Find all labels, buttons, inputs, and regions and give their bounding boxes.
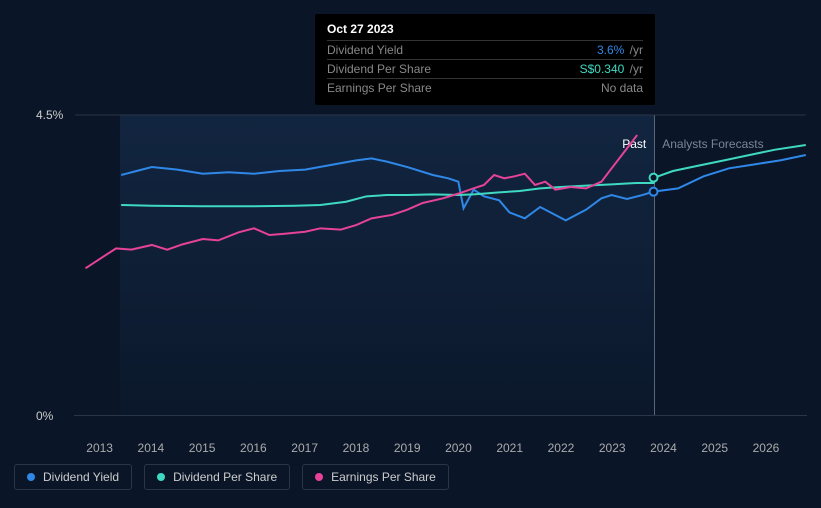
x-axis-tick-label: 2018 bbox=[343, 441, 370, 455]
tooltip-row-label: Dividend Yield bbox=[327, 43, 403, 57]
legend-dot-icon bbox=[315, 473, 323, 481]
tooltip-row-value: S$0.340 bbox=[580, 62, 625, 76]
chart-container: 4.5% 0% Past Analysts Forecasts 20132014… bbox=[14, 105, 807, 446]
chart-svg bbox=[74, 115, 807, 415]
legend: Dividend Yield Dividend Per Share Earnings… bbox=[14, 464, 449, 490]
x-axis-tick-label: 2025 bbox=[701, 441, 728, 455]
legend-item[interactable]: Earnings Per Share bbox=[302, 464, 449, 490]
series-marker bbox=[650, 174, 658, 182]
tooltip-row: Dividend Yield 3.6% /yr bbox=[327, 40, 643, 59]
x-axis-tick-label: 2014 bbox=[138, 441, 165, 455]
legend-item[interactable]: Dividend Yield bbox=[14, 464, 132, 490]
tooltip-row-unit: /yr bbox=[626, 43, 643, 57]
x-axis-tick-label: 2017 bbox=[291, 441, 318, 455]
tooltip-row-value: 3.6% bbox=[597, 43, 624, 57]
y-axis-max-label: 4.5% bbox=[36, 108, 63, 122]
x-axis-tick-label: 2013 bbox=[86, 441, 113, 455]
x-axis-tick-label: 2015 bbox=[189, 441, 216, 455]
legend-dot-icon bbox=[157, 473, 165, 481]
series-line bbox=[85, 135, 637, 268]
legend-item[interactable]: Dividend Per Share bbox=[144, 464, 290, 490]
x-axis-tick-label: 2020 bbox=[445, 441, 472, 455]
x-axis-tick-label: 2023 bbox=[599, 441, 626, 455]
tooltip-row-value: No data bbox=[601, 81, 643, 95]
x-axis-tick-label: 2019 bbox=[394, 441, 421, 455]
y-axis-min-label: 0% bbox=[36, 409, 53, 423]
x-axis-tick-label: 2024 bbox=[650, 441, 677, 455]
legend-label: Earnings Per Share bbox=[331, 470, 436, 484]
tooltip-row: Dividend Per Share S$0.340 /yr bbox=[327, 59, 643, 78]
tooltip-row: Earnings Per Share No data bbox=[327, 78, 643, 97]
tooltip-row-unit: /yr bbox=[626, 62, 643, 76]
x-axis-tick-label: 2022 bbox=[548, 441, 575, 455]
tooltip-row-label: Earnings Per Share bbox=[327, 81, 432, 95]
x-axis-tick-label: 2021 bbox=[496, 441, 523, 455]
x-axis-tick-label: 2026 bbox=[753, 441, 780, 455]
x-axis-tick-label: 2016 bbox=[240, 441, 267, 455]
legend-label: Dividend Per Share bbox=[173, 470, 277, 484]
legend-dot-icon bbox=[27, 473, 35, 481]
legend-label: Dividend Yield bbox=[43, 470, 119, 484]
series-marker bbox=[650, 188, 658, 196]
chart-tooltip: Oct 27 2023 Dividend Yield3.6% /yrDivide… bbox=[315, 14, 655, 105]
chart-plot-area[interactable]: Past Analysts Forecasts bbox=[74, 115, 807, 416]
tooltip-date: Oct 27 2023 bbox=[327, 22, 643, 40]
tooltip-row-label: Dividend Per Share bbox=[327, 62, 431, 76]
